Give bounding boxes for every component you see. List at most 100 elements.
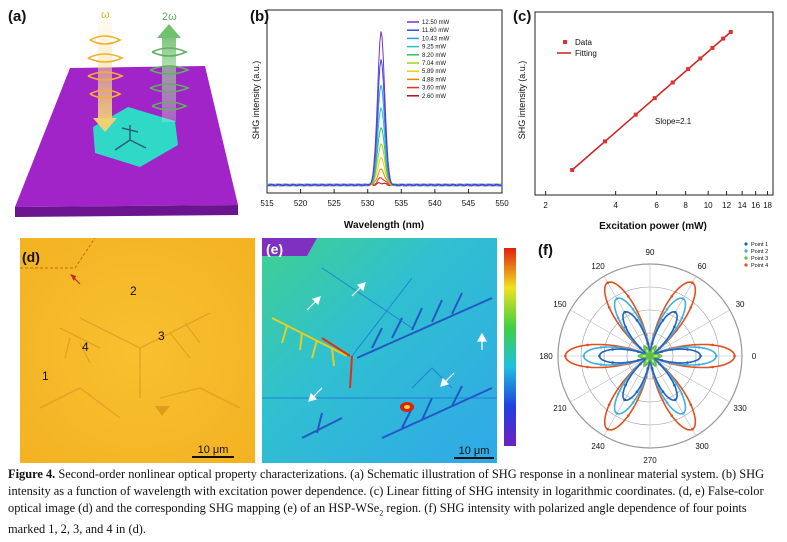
x-tick-label: 16 bbox=[751, 201, 760, 210]
polar-point bbox=[697, 346, 701, 349]
data-point bbox=[603, 139, 608, 144]
x-tick-label: 6 bbox=[654, 201, 659, 210]
panel-c-label: (c) bbox=[513, 8, 532, 25]
polar-point bbox=[623, 398, 626, 402]
polar-point bbox=[654, 348, 657, 351]
polar-point bbox=[639, 346, 642, 350]
polar-point bbox=[656, 353, 660, 356]
panel-e: (e) 10 μm bbox=[262, 238, 527, 463]
polar-point bbox=[635, 319, 639, 322]
angle-label: 150 bbox=[553, 300, 567, 309]
polar-point bbox=[650, 367, 654, 370]
polar-point bbox=[674, 310, 677, 314]
polar-point bbox=[646, 353, 649, 357]
spectrum-line bbox=[267, 59, 503, 187]
point-4-label: 4 bbox=[82, 340, 89, 354]
polar-point bbox=[599, 346, 603, 349]
polar-point bbox=[691, 281, 694, 284]
polar-point bbox=[635, 390, 639, 393]
legend-swatch bbox=[744, 263, 748, 267]
polar-point bbox=[646, 367, 650, 370]
polar-point bbox=[673, 383, 676, 387]
legend-label: 2.60 mW bbox=[422, 94, 446, 100]
x-tick-label: 550 bbox=[495, 199, 509, 208]
x-tick-label: 530 bbox=[361, 199, 375, 208]
polar-point bbox=[681, 412, 685, 415]
x-tick-label: 10 bbox=[704, 201, 713, 210]
power-fit-chart: SHG intensity (a.u.) Excitation power (m… bbox=[517, 11, 774, 232]
polar-point bbox=[660, 350, 664, 353]
polar-point bbox=[711, 343, 714, 347]
x-tick-label: 4 bbox=[613, 201, 618, 210]
angle-label: 240 bbox=[591, 442, 605, 451]
shg-mapping: (e) 10 μm bbox=[262, 238, 516, 463]
polar-point bbox=[686, 348, 689, 351]
legend-label: 4.88 mW bbox=[422, 77, 446, 83]
legend-label: 8.20 mW bbox=[422, 53, 446, 59]
x-tick-label: 14 bbox=[738, 201, 747, 210]
polar-point bbox=[598, 354, 601, 358]
polar-point bbox=[670, 295, 674, 298]
polar-point bbox=[636, 359, 640, 362]
angle-label: 330 bbox=[733, 404, 747, 413]
optical-image: (d) 2 3 4 1 10 μm bbox=[20, 237, 255, 463]
panel-e-label: (e) bbox=[266, 241, 283, 257]
point-1-label: 1 bbox=[42, 369, 49, 383]
legend-label: 9.25 mW bbox=[422, 45, 446, 51]
y-axis-label: SHG intensity (a.u.) bbox=[517, 61, 527, 140]
legend-label: Point 4 bbox=[751, 263, 768, 269]
angle-label: 0 bbox=[752, 352, 757, 361]
polar-point bbox=[654, 364, 657, 367]
x-tick-label: 12 bbox=[722, 201, 731, 210]
panel-f-label: (f) bbox=[538, 242, 553, 259]
angle-label: 30 bbox=[736, 300, 745, 309]
polar-point bbox=[689, 306, 693, 309]
polar-point bbox=[640, 356, 644, 359]
angle-label: 270 bbox=[643, 456, 657, 463]
polar-point bbox=[643, 361, 646, 364]
polar-point bbox=[643, 364, 646, 367]
data-point bbox=[698, 56, 703, 61]
colorbar bbox=[504, 248, 516, 446]
polar-point bbox=[615, 297, 619, 300]
legend-label: Point 2 bbox=[751, 249, 768, 255]
polar-point bbox=[650, 342, 654, 345]
data-point bbox=[670, 80, 675, 85]
polar-point bbox=[661, 390, 665, 393]
polar-point bbox=[637, 354, 641, 358]
polar-point bbox=[624, 383, 627, 387]
polar-point bbox=[631, 308, 635, 311]
polar-point bbox=[586, 365, 589, 369]
polar-point bbox=[636, 350, 640, 353]
panel-a: (a) ω 2ω bbox=[0, 0, 245, 230]
shg-spectrum-chart: SHG intensity (a.u.) Wavelength (nm) 515… bbox=[251, 9, 509, 231]
polar-point bbox=[643, 348, 646, 351]
shg-schematic: ω 2ω bbox=[15, 9, 238, 217]
polar-point bbox=[640, 353, 644, 356]
y-axis-label: SHG intensity (a.u.) bbox=[251, 61, 261, 140]
point-3-label: 3 bbox=[158, 329, 165, 343]
panel-b-label: (b) bbox=[250, 8, 270, 25]
polar-point bbox=[586, 343, 589, 347]
caption-text-1: Second-order nonlinear optical property … bbox=[8, 467, 765, 515]
panel-c: (c) SHG intensity (a.u.) Excitation powe… bbox=[505, 0, 787, 235]
polar-point bbox=[711, 365, 714, 369]
polar-point bbox=[733, 354, 736, 358]
polar-point bbox=[654, 361, 657, 364]
legend-swatch bbox=[744, 256, 748, 260]
polar-point bbox=[656, 356, 660, 359]
data-point bbox=[710, 45, 715, 50]
panel-b: (b) SHG intensity (a.u.) Wavelength (nm)… bbox=[240, 0, 510, 235]
legend-data-label: Data bbox=[575, 38, 592, 47]
polar-point bbox=[665, 401, 669, 404]
legend-swatch bbox=[744, 242, 748, 246]
polar-point bbox=[626, 414, 630, 417]
polar-point bbox=[631, 401, 635, 404]
polar-point bbox=[659, 354, 663, 358]
data-point bbox=[570, 168, 575, 172]
polar-point bbox=[658, 346, 661, 350]
panel-d: (d) 2 3 4 1 10 μm bbox=[20, 237, 255, 463]
polar-point bbox=[665, 308, 669, 311]
data-point bbox=[633, 112, 638, 117]
angle-label: 210 bbox=[553, 404, 567, 413]
